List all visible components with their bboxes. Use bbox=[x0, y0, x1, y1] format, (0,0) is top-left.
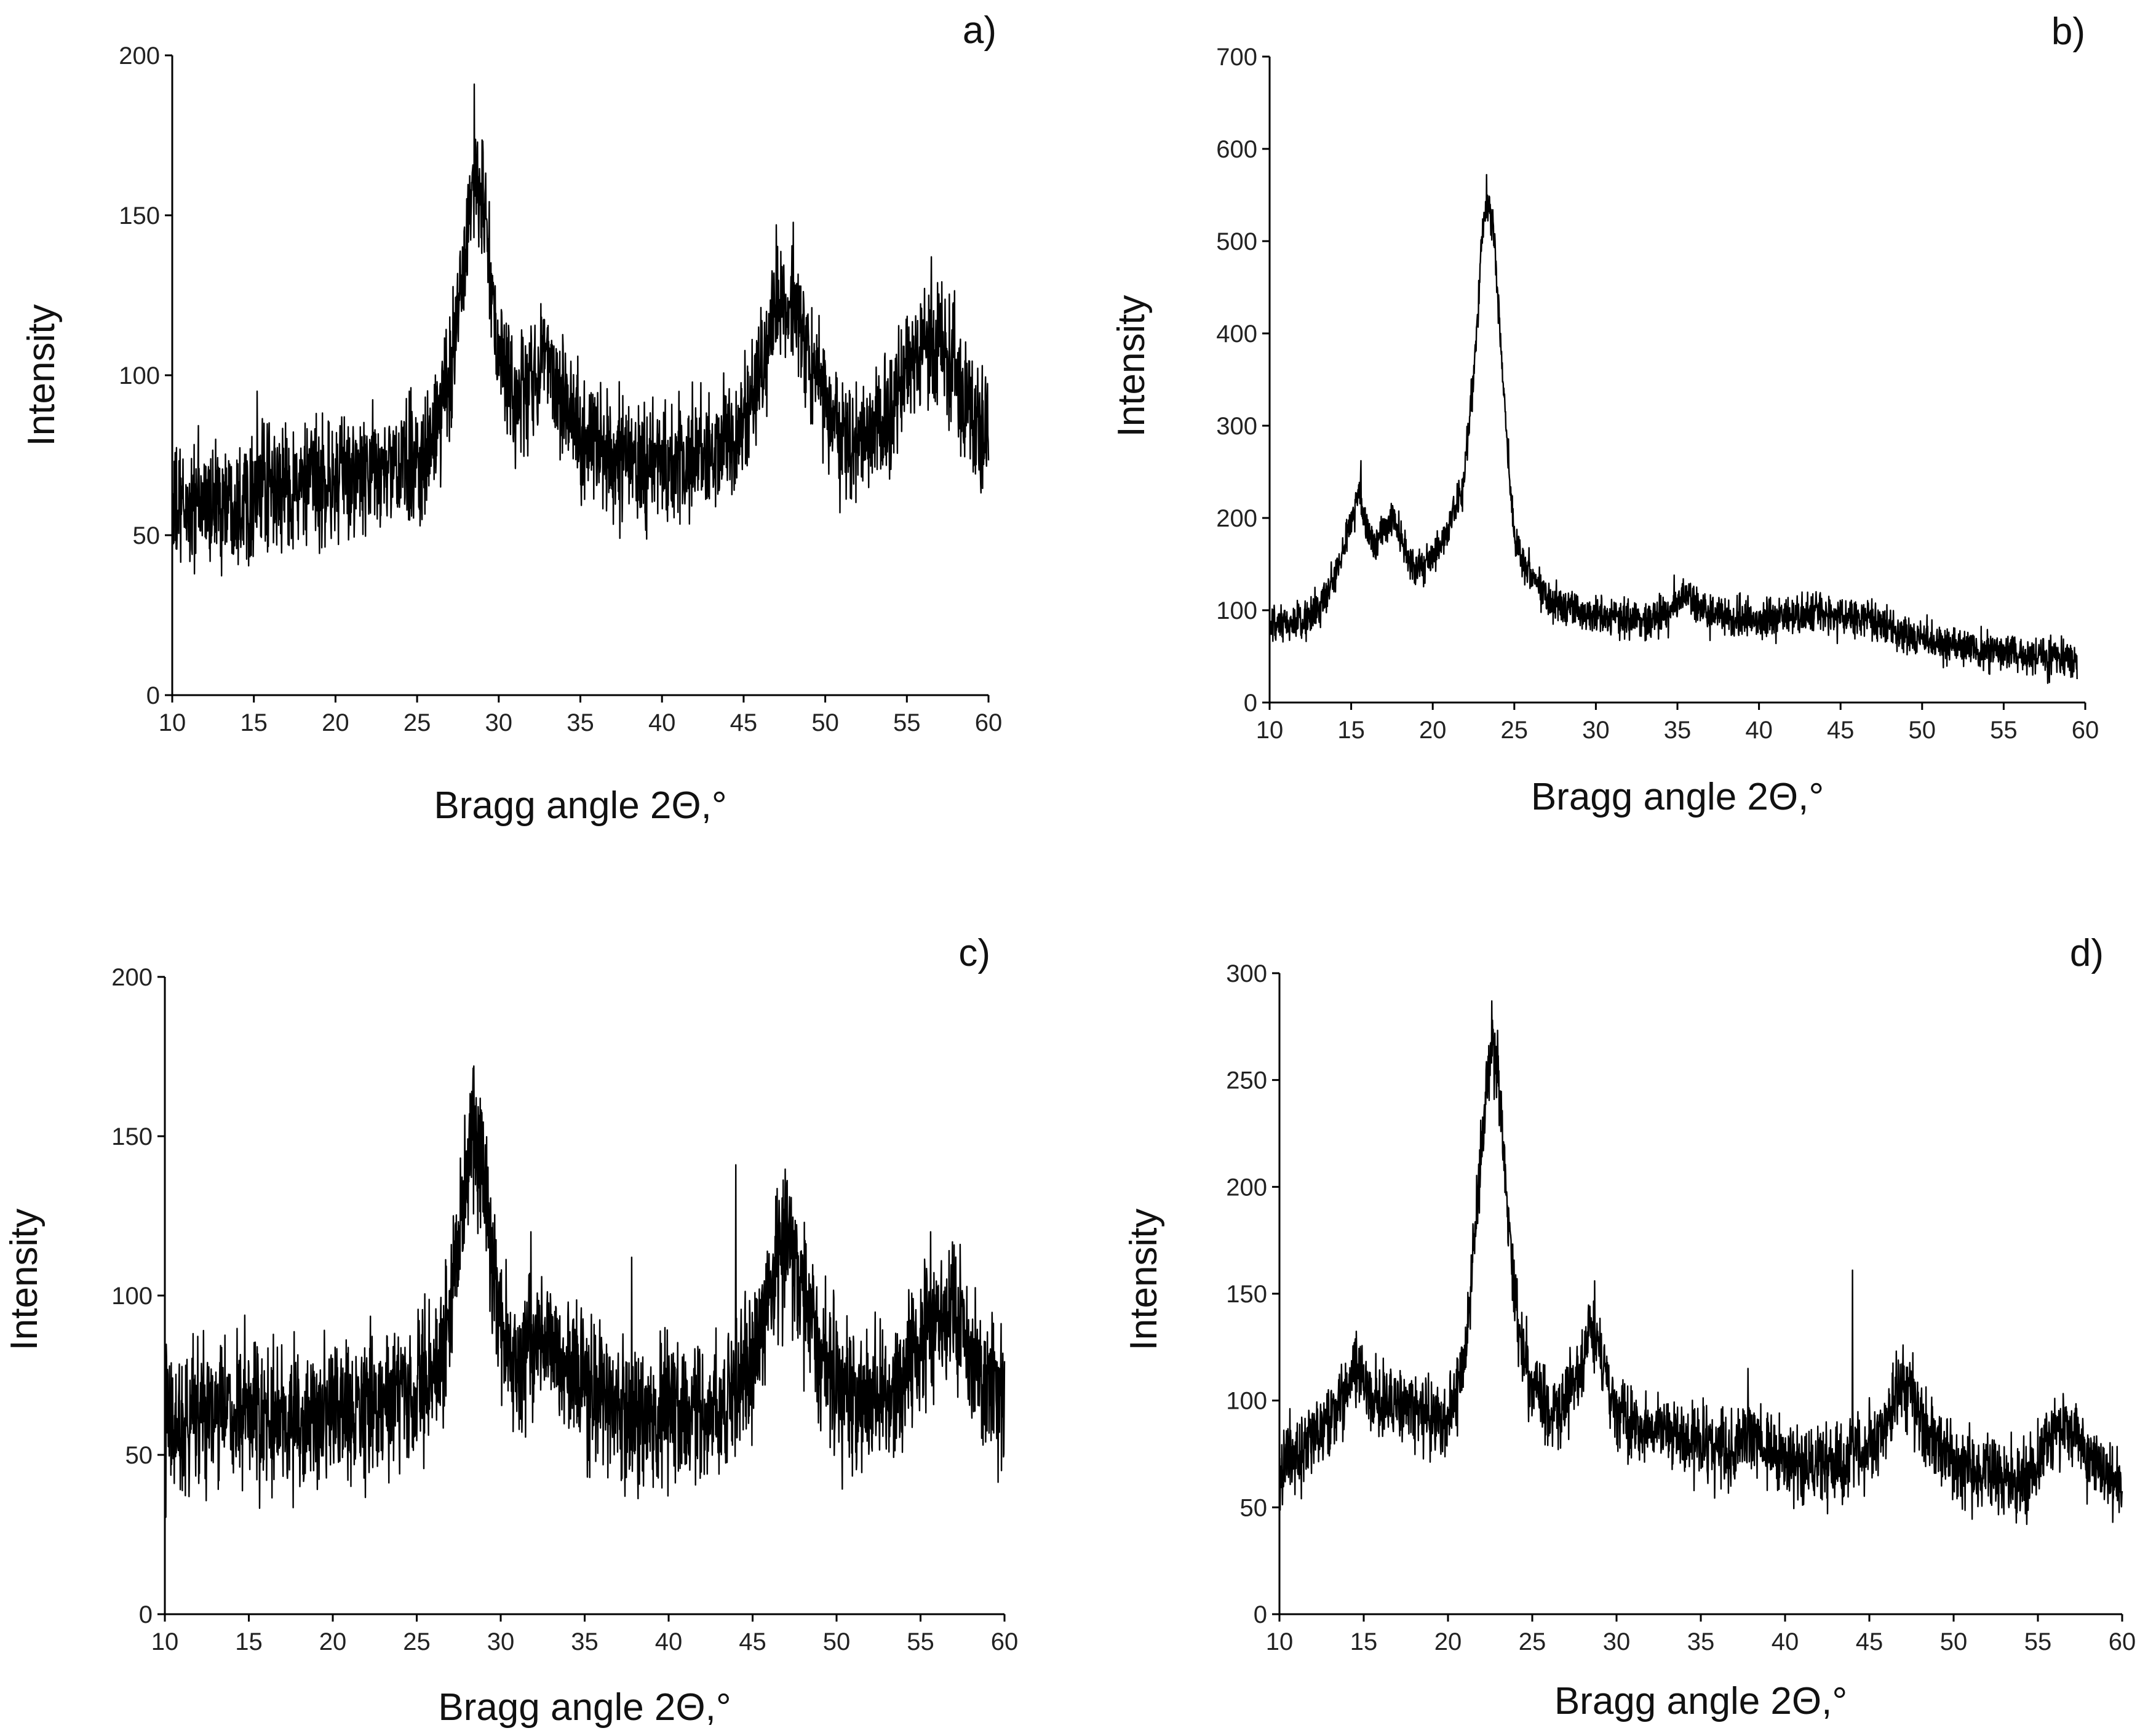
x-tick-label: 10 bbox=[1256, 717, 1284, 744]
x-tick-label: 35 bbox=[1664, 717, 1692, 744]
chart-panel-c: 0 50 100 150 200 10 15 20 25 30 35 40 45 50 55 60 Bragg … bbox=[3, 932, 1018, 1729]
x-tick-label: 10 bbox=[159, 709, 186, 736]
y-tick-label: 0 bbox=[139, 1601, 153, 1628]
chart-panel-b: 0 100 200 300 400 500 600 700 10 15 20 25 30 35 40 45 50… bbox=[1110, 10, 2099, 818]
y-tick-label: 0 bbox=[146, 682, 160, 709]
x-tick-label: 50 bbox=[823, 1628, 851, 1655]
y-tick-label: 100 bbox=[1226, 1388, 1267, 1415]
y-tick-label: 300 bbox=[1226, 960, 1267, 987]
x-tick-label: 30 bbox=[487, 1628, 515, 1655]
y-tick-label: 600 bbox=[1216, 136, 1257, 163]
y-axis-title: Intensity bbox=[1123, 1209, 1165, 1351]
x-tick-label: 45 bbox=[730, 709, 758, 736]
y-tick-label: 500 bbox=[1216, 228, 1257, 255]
y-tick-label: 250 bbox=[1226, 1067, 1267, 1094]
x-tick-label: 60 bbox=[975, 709, 1003, 736]
x-tick-label: 30 bbox=[485, 709, 513, 736]
x-tick-label: 35 bbox=[571, 1628, 599, 1655]
x-tick-label: 60 bbox=[991, 1628, 1019, 1655]
x-tick-label: 15 bbox=[1337, 717, 1365, 744]
x-tick-label: 20 bbox=[319, 1628, 347, 1655]
series-line-d bbox=[1278, 1000, 2123, 1526]
chart-panel-a: 0 50 100 150 200 10 15 20 25 30 35 40 45 50 55 60 Bragg … bbox=[20, 9, 1002, 827]
panel-label: a) bbox=[963, 9, 996, 52]
x-tick-label: 50 bbox=[811, 709, 839, 736]
panel-label: b) bbox=[2051, 10, 2085, 53]
x-tick-label: 55 bbox=[907, 1628, 934, 1655]
y-tick-label: 200 bbox=[119, 42, 160, 70]
x-axis-title: Bragg angle 2Θ,° bbox=[1554, 1680, 1847, 1722]
y-tick-label: 400 bbox=[1216, 321, 1257, 348]
x-axis-title: Bragg angle 2Θ,° bbox=[1531, 776, 1824, 818]
x-tick-label: 50 bbox=[1909, 717, 1936, 744]
x-tick-label: 15 bbox=[235, 1628, 263, 1655]
x-tick-label: 45 bbox=[739, 1628, 766, 1655]
x-tick-label: 10 bbox=[1266, 1628, 1294, 1655]
x-tick-label: 25 bbox=[403, 1628, 431, 1655]
x-tick-label: 40 bbox=[1772, 1628, 1799, 1655]
y-tick-label: 150 bbox=[111, 1123, 153, 1150]
panel-label: c) bbox=[958, 932, 990, 974]
x-axis-title: Bragg angle 2Θ,° bbox=[438, 1686, 731, 1729]
y-tick-label: 50 bbox=[1240, 1494, 1268, 1521]
x-tick-label: 25 bbox=[1519, 1628, 1546, 1655]
x-axis-title: Bragg angle 2Θ,° bbox=[434, 784, 726, 827]
x-tick-label: 15 bbox=[1350, 1628, 1378, 1655]
series-line-c bbox=[164, 1065, 1006, 1518]
y-tick-label: 50 bbox=[125, 1442, 153, 1469]
x-tick-label: 40 bbox=[655, 1628, 683, 1655]
series-line-b bbox=[1268, 173, 2078, 684]
y-axis-title: Intensity bbox=[20, 305, 63, 447]
y-tick-label: 50 bbox=[133, 522, 161, 549]
x-tick-label: 25 bbox=[404, 709, 431, 736]
x-tick-label: 55 bbox=[893, 709, 921, 736]
x-tick-label: 60 bbox=[2072, 717, 2099, 744]
x-tick-label: 45 bbox=[1827, 717, 1855, 744]
x-tick-label: 60 bbox=[2109, 1628, 2136, 1655]
y-tick-label: 100 bbox=[111, 1283, 153, 1310]
y-axis-title: Intensity bbox=[1110, 295, 1153, 437]
y-tick-label: 200 bbox=[1216, 505, 1257, 532]
y-tick-label: 150 bbox=[119, 202, 160, 229]
x-tick-label: 40 bbox=[648, 709, 676, 736]
series-line-a bbox=[171, 83, 990, 577]
x-tick-label: 30 bbox=[1603, 1628, 1631, 1655]
y-axis-title: Intensity bbox=[3, 1209, 46, 1351]
x-tick-label: 40 bbox=[1745, 717, 1773, 744]
x-tick-label: 35 bbox=[567, 709, 594, 736]
y-tick-label: 150 bbox=[1226, 1281, 1267, 1308]
y-tick-label: 0 bbox=[1254, 1601, 1267, 1628]
x-tick-label: 10 bbox=[151, 1628, 179, 1655]
x-tick-label: 50 bbox=[1940, 1628, 1968, 1655]
x-tick-label: 45 bbox=[1856, 1628, 1883, 1655]
x-tick-label: 55 bbox=[1990, 717, 2018, 744]
y-tick-label: 300 bbox=[1216, 413, 1257, 440]
x-tick-label: 20 bbox=[322, 709, 349, 736]
x-tick-label: 15 bbox=[240, 709, 268, 736]
chart-panel-d: 0 50 100 150 200 250 300 10 15 20 25 30 35 40 45 50 55 60… bbox=[1123, 932, 2136, 1722]
x-tick-label: 35 bbox=[1687, 1628, 1715, 1655]
y-tick-label: 200 bbox=[111, 964, 153, 991]
x-tick-label: 20 bbox=[1434, 1628, 1462, 1655]
x-tick-label: 30 bbox=[1582, 717, 1610, 744]
y-tick-label: 200 bbox=[1226, 1174, 1267, 1201]
panel-label: d) bbox=[2070, 932, 2104, 974]
y-tick-label: 700 bbox=[1216, 44, 1257, 71]
y-tick-label: 100 bbox=[1216, 597, 1257, 624]
y-tick-label: 100 bbox=[119, 362, 160, 389]
x-tick-label: 55 bbox=[2024, 1628, 2052, 1655]
x-tick-label: 25 bbox=[1501, 717, 1529, 744]
y-tick-label: 0 bbox=[1244, 690, 1257, 717]
x-tick-label: 20 bbox=[1419, 717, 1447, 744]
